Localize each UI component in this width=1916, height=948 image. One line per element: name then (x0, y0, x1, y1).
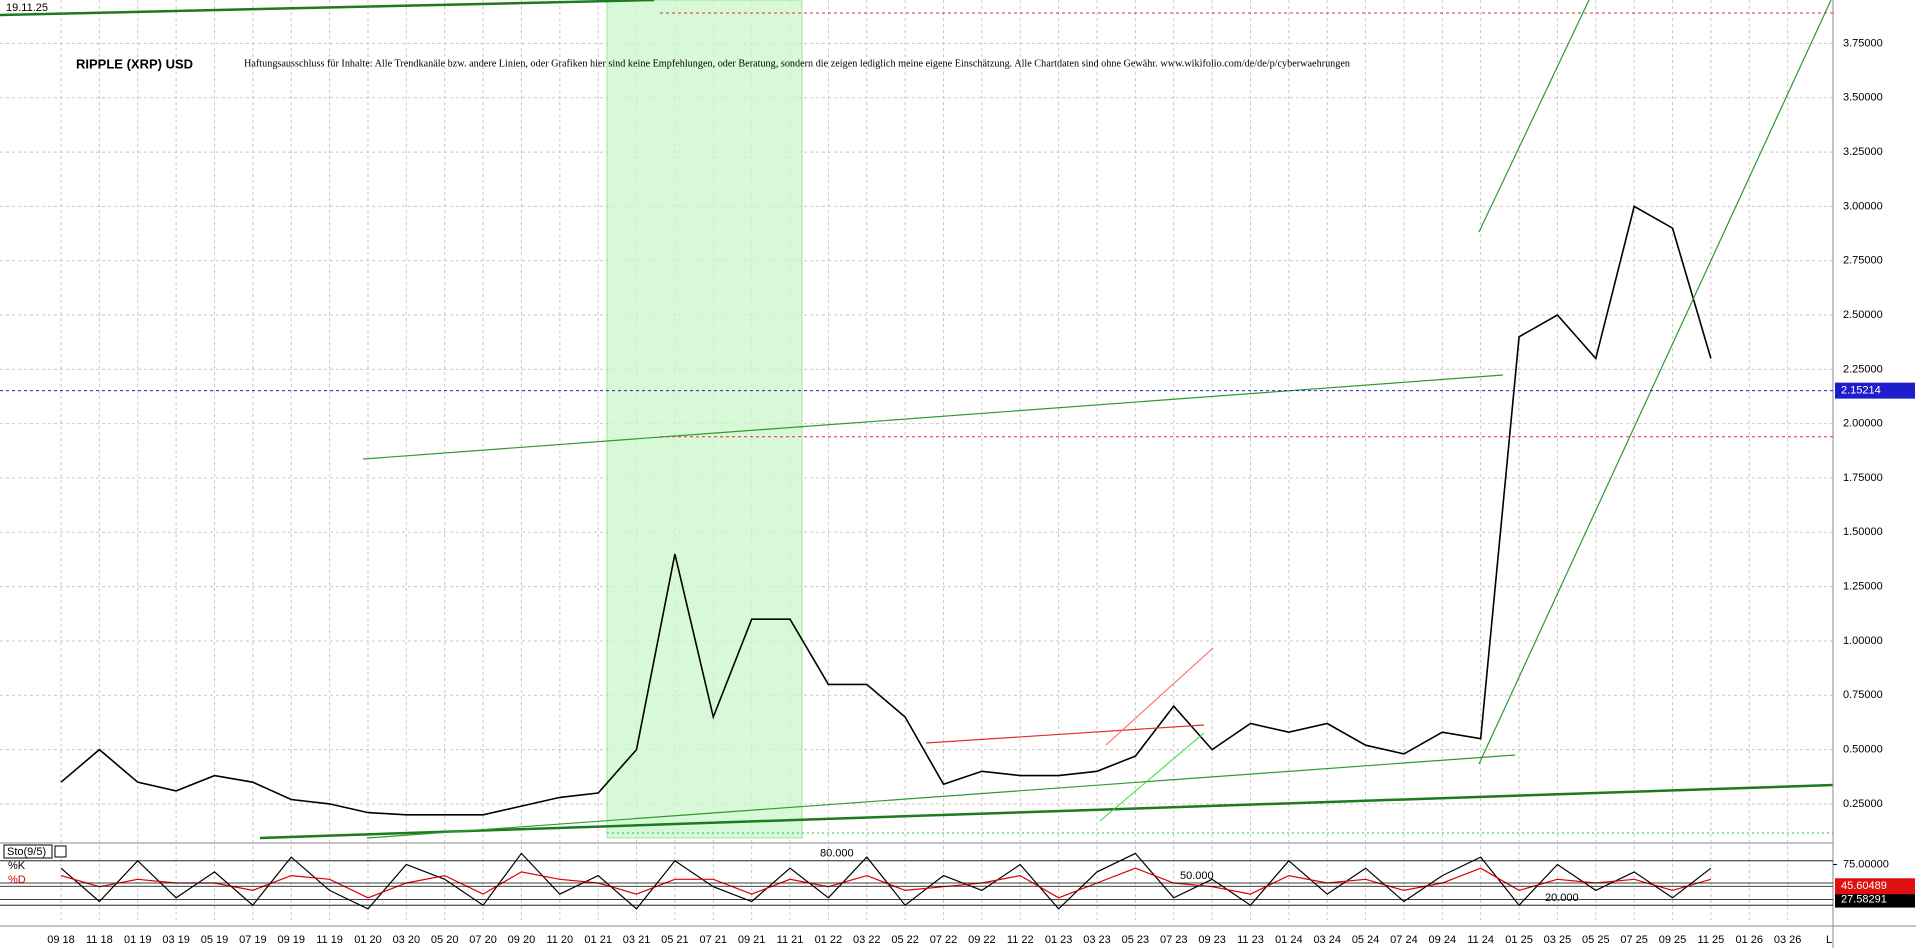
x-tick-label: 09 19 (277, 934, 305, 946)
x-tick-label: 09 18 (47, 934, 75, 946)
disclaimer: Haftungsausschluss für Inhalte: Alle Tre… (244, 58, 1350, 69)
series-line (60, 852, 1712, 910)
x-tick-label: 03 20 (393, 934, 421, 946)
current-value-label: 45.60489 (1841, 880, 1887, 892)
x-tick-label: 09 22 (968, 934, 996, 946)
legend-entry: %D (8, 874, 26, 886)
x-tick-label: 07 23 (1160, 934, 1188, 946)
x-tick-label: 09 25 (1659, 934, 1687, 946)
x-tick-label: 05 24 (1352, 934, 1380, 946)
y-tick-label: 1.25000 (1843, 581, 1883, 593)
x-tick-label: 11 23 (1237, 934, 1264, 946)
x-tick-label: 05 19 (201, 934, 229, 946)
current-value-box (1835, 878, 1915, 895)
x-tick-label: 09 20 (508, 934, 536, 946)
x-tick-label: 03 26 (1774, 934, 1802, 946)
x-tick-label: 01 24 (1275, 934, 1303, 946)
trend-line (366, 754, 1516, 839)
y-tick-label: 0.75000 (1843, 689, 1883, 701)
x-tick-label: 11 20 (546, 934, 573, 946)
x-tick-label: 11 19 (316, 934, 343, 946)
trend-line (259, 783, 1834, 840)
x-tick-label: 11 18 (86, 934, 113, 946)
x-tick-label: 05 22 (891, 934, 919, 946)
highlight-zone (606, 0, 803, 839)
trend-line (1478, 0, 1832, 765)
x-tick-label: 03 22 (853, 934, 881, 946)
y-tick-label: 75.00000 (1843, 858, 1889, 870)
x-tick-label: 09 24 (1429, 934, 1457, 946)
x-tick-label: 07 19 (239, 934, 267, 946)
trend-line (925, 724, 1205, 744)
x-tick-label: 11 22 (1007, 934, 1034, 946)
trend-line (1105, 647, 1214, 746)
trend-line (0, 0, 655, 17)
x-tick-label: 03 23 (1083, 934, 1111, 946)
current-value-label: 27.58291 (1841, 893, 1887, 905)
indicator-title: Sto(9/5) (7, 846, 46, 858)
y-tick-label: 2.50000 (1843, 309, 1883, 321)
x-tick-label: 01 25 (1505, 934, 1533, 946)
x-tick-label: 01 19 (124, 934, 152, 946)
x-tick-label: 01 22 (815, 934, 843, 946)
current-value-box (1835, 891, 1915, 908)
current-price-box (1835, 382, 1915, 399)
y-tick-label: 2.75000 (1843, 255, 1883, 267)
x-tick-label: 11 25 (1698, 934, 1725, 946)
x-tick-label: 09 23 (1198, 934, 1226, 946)
trend-lines (0, 0, 1834, 840)
axis-corner: L (1826, 934, 1832, 946)
indicator-button[interactable] (54, 845, 67, 858)
x-tick-label: 11 21 (777, 934, 804, 946)
trend-line (1478, 0, 1590, 233)
x-tick-label: 03 21 (623, 934, 651, 946)
y-tick-label: 2.25000 (1843, 363, 1883, 375)
x-tick-label: 03 19 (162, 934, 190, 946)
level-label: 50.000 (1180, 870, 1214, 882)
indicator-box (3, 844, 53, 859)
y-tick-label: 3.50000 (1843, 92, 1883, 104)
x-tick-label: 05 23 (1122, 934, 1150, 946)
x-tick-label: 07 25 (1620, 934, 1648, 946)
x-tick-label: 05 25 (1582, 934, 1610, 946)
x-tick-label: 07 24 (1390, 934, 1418, 946)
trend-line (1099, 732, 1205, 822)
x-tick-label: 01 23 (1045, 934, 1073, 946)
x-tick-label: 09 21 (738, 934, 766, 946)
x-tick-label: 07 21 (700, 934, 728, 946)
current-price-label: 2.15214 (1841, 385, 1881, 397)
legend-entry: %K (8, 860, 26, 872)
x-tick-label: 03 25 (1544, 934, 1572, 946)
x-tick-label: 03 24 (1313, 934, 1341, 946)
y-tick-label: 1.75000 (1843, 472, 1883, 484)
x-tick-label: 01 20 (354, 934, 382, 946)
x-tick-label: 05 21 (661, 934, 689, 946)
y-tick-label: 0.25000 (1843, 798, 1883, 810)
x-tick-label: 01 21 (584, 934, 612, 946)
y-tick-label: 3.75000 (1843, 37, 1883, 49)
level-label: 20.000 (1545, 892, 1579, 904)
x-tick-label: 07 22 (930, 934, 958, 946)
y-tick-label: 3.25000 (1843, 146, 1883, 158)
y-tick-label: 0.50000 (1843, 743, 1883, 755)
x-tick-label: 11 24 (1467, 934, 1494, 946)
x-tick-label: 01 26 (1736, 934, 1764, 946)
x-tick-label: 05 20 (431, 934, 459, 946)
y-tick-label: 2.00000 (1843, 418, 1883, 430)
date-label: 19.11.25 (6, 2, 48, 14)
y-tick-label: 1.00000 (1843, 635, 1883, 647)
trend-line (362, 374, 1504, 460)
level-label: 80.000 (820, 848, 854, 860)
chart-title: RIPPLE (XRP) USD (76, 56, 193, 71)
x-tick-label: 07 20 (469, 934, 497, 946)
y-tick-label: 3.00000 (1843, 200, 1883, 212)
y-tick-label: 1.50000 (1843, 526, 1883, 538)
series-line (60, 205, 1712, 816)
